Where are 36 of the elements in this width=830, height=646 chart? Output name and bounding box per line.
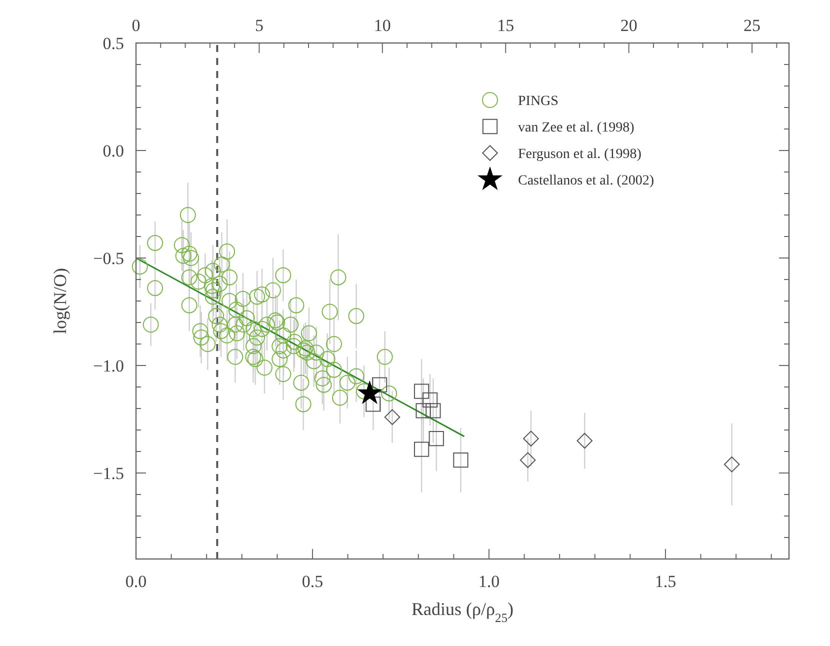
x-tick-label: 1.5 xyxy=(654,572,676,591)
x2-tick-label: 10 xyxy=(374,16,391,35)
x-axis-title: Radius (ρ/ρ$_{25}$) xyxy=(411,599,514,625)
legend-label: Ferguson et al. (1998) xyxy=(518,147,642,162)
y-tick-label: −0.5 xyxy=(93,249,124,268)
y-tick-label: −1.5 xyxy=(93,464,124,483)
point xyxy=(523,430,539,447)
point xyxy=(366,396,381,412)
point xyxy=(453,452,468,468)
x-tick-label: 0.0 xyxy=(125,572,147,591)
y-tick-label: 0.0 xyxy=(102,142,124,160)
x-tick-label: 1.0 xyxy=(478,572,500,591)
legend-label: van Zee et al. (1998) xyxy=(518,120,635,136)
legend-label: PINGS xyxy=(518,94,558,109)
y-tick-label: −1.0 xyxy=(93,356,124,376)
point xyxy=(384,409,400,426)
x2-tick-label: 0 xyxy=(132,16,140,35)
y-axis-title: log(N/O) xyxy=(50,268,70,334)
point xyxy=(576,432,593,449)
point xyxy=(414,442,430,457)
x2-tick-label: 25 xyxy=(744,16,761,35)
point xyxy=(724,456,740,472)
x2-tick-label: 15 xyxy=(497,16,514,35)
point xyxy=(416,403,431,418)
x2-tick-label: 5 xyxy=(254,16,264,35)
legend-label: Castellanos et al. (2002) xyxy=(518,174,654,188)
x-tick-label: 0.5 xyxy=(302,572,324,591)
point xyxy=(422,392,438,408)
x2-tick-label: 20 xyxy=(620,16,638,35)
point xyxy=(372,377,388,392)
y-tick-label: 0.5 xyxy=(102,34,124,53)
point xyxy=(428,431,444,446)
point xyxy=(414,384,430,399)
point xyxy=(520,452,536,468)
point xyxy=(426,403,441,418)
point xyxy=(358,381,382,404)
